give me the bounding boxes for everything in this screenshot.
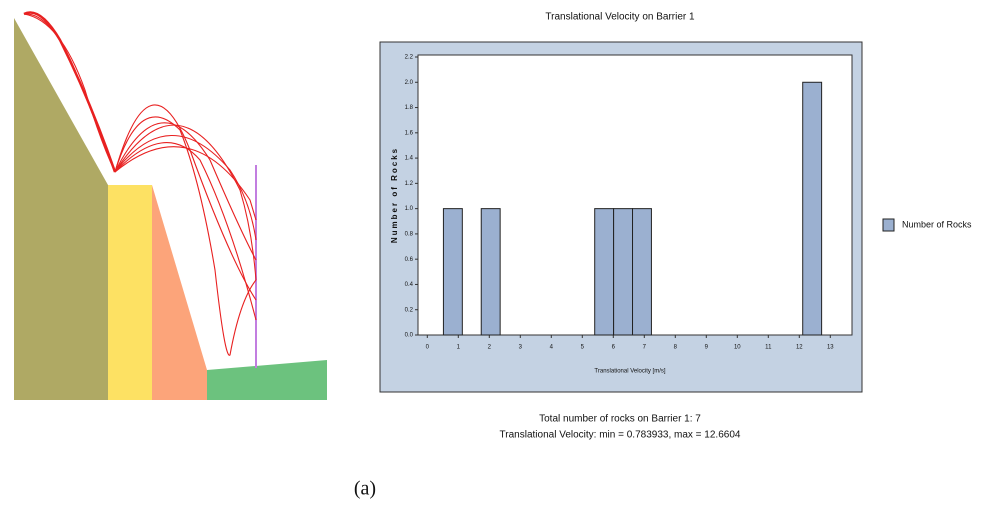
y-tick-label: 0.8: [405, 231, 414, 237]
x-tick-label: 7: [643, 345, 647, 351]
y-tick-label: 0.2: [405, 307, 414, 313]
x-tick-label: 5: [581, 345, 585, 351]
y-tick-label: 2.0: [405, 80, 414, 86]
x-tick-label: 8: [674, 345, 678, 351]
x-axis-label: Translational Velocity [m/s]: [594, 369, 665, 375]
x-tick-label: 6: [612, 345, 616, 351]
note: Translational Velocity: min = 0.783933, …: [500, 430, 741, 441]
y-tick-label: 1.6: [405, 130, 414, 136]
x-tick-label: 10: [734, 345, 741, 351]
x-tick-label: 9: [705, 345, 709, 351]
y-axis-label: Number of Rocks: [390, 147, 399, 243]
x-tick-label: 13: [827, 345, 834, 351]
bar: [594, 208, 615, 336]
slope-layer: [108, 185, 152, 400]
y-tick-label: 1.8: [405, 105, 414, 111]
rockfall-diagram: [14, 11, 327, 400]
caption: (a): [354, 478, 376, 500]
x-tick-label: 0: [426, 345, 430, 351]
x-tick-label: 12: [796, 345, 803, 351]
bar: [802, 81, 823, 336]
legend-label: Number of Rocks: [902, 219, 972, 229]
bar: [442, 208, 463, 336]
y-tick-label: 1.0: [405, 206, 414, 212]
ground: [207, 360, 327, 400]
bar: [480, 208, 501, 336]
x-tick-label: 3: [519, 345, 523, 351]
y-tick-label: 0.6: [405, 257, 414, 263]
y-tick-label: 0.0: [405, 333, 414, 339]
bar: [613, 208, 634, 336]
x-tick-label: 11: [765, 345, 772, 351]
bar: [632, 208, 652, 336]
x-tick-label: 1: [457, 345, 461, 351]
x-tick-label: 2: [488, 345, 492, 351]
slope-layer: [152, 185, 207, 400]
y-tick-label: 1.4: [405, 156, 414, 162]
note: Total number of rocks on Barrier 1: 7: [539, 414, 701, 425]
y-tick-label: 2.2: [405, 55, 414, 61]
legend-swatch: [882, 218, 895, 232]
y-tick-label: 0.4: [405, 282, 414, 288]
chart-title: Translational Velocity on Barrier 1: [545, 12, 695, 23]
x-tick-label: 4: [550, 345, 554, 351]
slope-layer: [14, 18, 108, 400]
y-tick-label: 1.2: [405, 181, 414, 187]
trajectories: [23, 11, 257, 356]
